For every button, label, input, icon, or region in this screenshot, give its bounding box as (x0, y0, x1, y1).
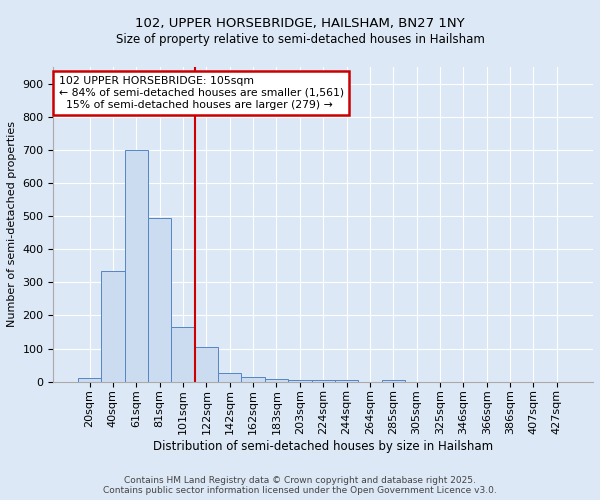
Bar (288, 380, 311, 382)
Bar (311, 380, 335, 382)
Bar (382, 380, 405, 382)
Text: Size of property relative to semi-detached houses in Hailsham: Size of property relative to semi-detach… (116, 32, 484, 46)
Bar (101, 270, 125, 382)
Text: 102 UPPER HORSEBRIDGE: 105sqm
← 84% of semi-detached houses are smaller (1,561)
: 102 UPPER HORSEBRIDGE: 105sqm ← 84% of s… (59, 76, 344, 110)
Bar (78, 378, 101, 382)
Bar (194, 347, 218, 382)
Bar (172, 327, 194, 382)
X-axis label: Distribution of semi-detached houses by size in Hailsham: Distribution of semi-detached houses by … (153, 440, 493, 453)
Bar (148, 218, 172, 382)
Bar (335, 380, 358, 382)
Bar (241, 377, 265, 382)
Text: Contains HM Land Registry data © Crown copyright and database right 2025.
Contai: Contains HM Land Registry data © Crown c… (103, 476, 497, 495)
Bar (218, 374, 241, 382)
Y-axis label: Number of semi-detached properties: Number of semi-detached properties (7, 122, 17, 328)
Bar (265, 379, 288, 382)
Bar (125, 150, 148, 382)
Text: 102, UPPER HORSEBRIDGE, HAILSHAM, BN27 1NY: 102, UPPER HORSEBRIDGE, HAILSHAM, BN27 1… (135, 18, 465, 30)
